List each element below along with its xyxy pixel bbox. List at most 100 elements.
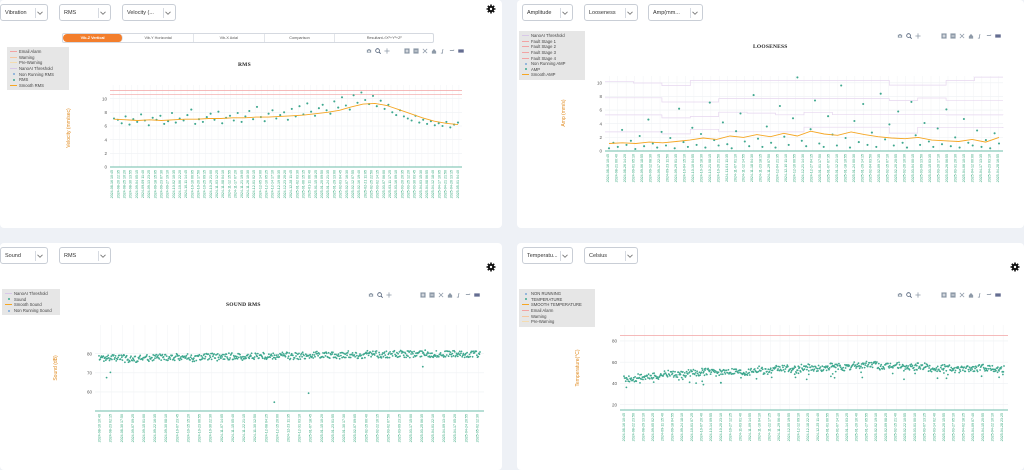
legend-item[interactable]: NanoAI Threshold xyxy=(522,33,582,39)
data-point xyxy=(884,138,887,141)
pan-icon[interactable] xyxy=(915,292,921,298)
data-point xyxy=(437,355,440,358)
hover-compare-icon[interactable] xyxy=(474,292,480,298)
home-icon[interactable] xyxy=(968,33,974,39)
legend-item[interactable]: Warning xyxy=(522,313,592,319)
legend-item[interactable]: Non Running RMS xyxy=(10,71,66,77)
spike-icon[interactable] xyxy=(456,292,462,298)
tab-resultant[interactable]: Resultant-√X²+Y²+Z² xyxy=(366,36,402,40)
zoom-out-icon[interactable] xyxy=(413,48,419,54)
legend-item[interactable]: Smooth Sound xyxy=(5,302,57,308)
hover-compare-icon[interactable] xyxy=(458,48,464,54)
hover-compare-icon[interactable] xyxy=(995,33,1001,39)
sensor-type-select[interactable]: Amplitude xyxy=(522,4,573,21)
metric-select[interactable]: Looseness xyxy=(584,4,638,21)
pan-icon[interactable] xyxy=(384,48,390,54)
data-point xyxy=(190,108,193,111)
zoom-icon[interactable] xyxy=(377,292,383,298)
legend-item[interactable]: Smooth RMS xyxy=(10,83,66,89)
legend-item[interactable]: Pre-Warning xyxy=(10,60,66,66)
autoscale-icon[interactable] xyxy=(438,292,444,298)
legend-item[interactable]: Fault Stage 1 xyxy=(522,39,582,45)
hover-closest-icon[interactable] xyxy=(986,292,992,298)
pan-icon[interactable] xyxy=(915,33,921,39)
legend-item[interactable]: Non Running Sound xyxy=(5,308,57,314)
legend-item[interactable]: Warning xyxy=(10,55,66,61)
data-point xyxy=(671,372,674,375)
camera-icon[interactable] xyxy=(897,292,903,298)
home-icon[interactable] xyxy=(968,292,974,298)
spike-icon[interactable] xyxy=(977,292,983,298)
y-tick-label: 80 xyxy=(87,351,93,356)
unit-select[interactable]: Velocity (... xyxy=(122,4,176,21)
legend-item[interactable]: Sound xyxy=(5,297,57,303)
legend-item[interactable]: RMS xyxy=(10,77,66,83)
tab-vib-y[interactable]: Vib-Y Horizontal xyxy=(123,34,194,42)
camera-icon[interactable] xyxy=(897,33,903,39)
legend-item[interactable]: Email Alarm xyxy=(522,308,592,314)
legend-item[interactable]: SMOOTH TEMPERATURE xyxy=(522,302,592,308)
camera-icon[interactable] xyxy=(368,292,374,298)
tab-vib-x[interactable]: Vib-X Axial xyxy=(194,34,265,42)
legend-item[interactable]: NanoAI Threshold xyxy=(5,291,57,297)
legend-item[interactable]: Fault Stage 3 xyxy=(522,50,582,56)
legend-item[interactable]: Pre-Warning xyxy=(522,319,592,325)
metric-select[interactable]: RMS xyxy=(59,4,111,21)
smooth-line xyxy=(113,102,459,126)
spike-icon[interactable] xyxy=(977,33,983,39)
y-axis-label: Velocity (mm/sec) xyxy=(66,108,72,148)
gear-icon[interactable] xyxy=(486,262,496,272)
legend-item[interactable]: Email Alarm xyxy=(10,49,66,55)
legend-item[interactable]: Smooth AMP xyxy=(522,72,582,78)
tab-vib-z[interactable]: Vib-Z Vertical xyxy=(63,34,124,42)
legend-item[interactable]: TEMPERATURE xyxy=(522,297,592,303)
camera-icon[interactable] xyxy=(366,48,372,54)
hover-closest-icon[interactable] xyxy=(986,33,992,39)
gear-icon[interactable] xyxy=(1010,262,1020,272)
zoom-in-icon[interactable] xyxy=(420,292,426,298)
legend-item[interactable]: Fault Stage 4 xyxy=(522,55,582,61)
zoom-out-icon[interactable] xyxy=(950,33,956,39)
metric-select[interactable]: RMS xyxy=(59,247,111,264)
data-point xyxy=(223,358,226,360)
sensor-type-select[interactable]: Vibration xyxy=(0,4,48,21)
zoom-in-icon[interactable] xyxy=(404,48,410,54)
legend-item[interactable]: Fault Stage 2 xyxy=(522,44,582,50)
x-tick-label: 2024-11-17 07:20 xyxy=(234,170,238,198)
pan-icon[interactable] xyxy=(386,292,392,298)
legend-item[interactable]: Non Running AMP xyxy=(522,61,582,67)
gear-icon[interactable] xyxy=(486,4,496,14)
unit-select[interactable]: Celsius xyxy=(584,247,638,264)
zoom-icon[interactable] xyxy=(906,292,912,298)
zoom-icon[interactable] xyxy=(906,33,912,39)
legend-item[interactable]: NanoAI Threshold xyxy=(10,66,66,72)
hover-closest-icon[interactable] xyxy=(449,48,455,54)
sensor-type-select[interactable]: Sound xyxy=(0,247,48,264)
autoscale-icon[interactable] xyxy=(959,292,965,298)
data-point xyxy=(782,366,784,369)
zoom-in-icon[interactable] xyxy=(941,292,947,298)
data-point xyxy=(131,359,134,362)
spike-icon[interactable] xyxy=(440,48,446,54)
legend-item[interactable]: NON RUNNING xyxy=(522,291,592,297)
home-icon[interactable] xyxy=(431,48,437,54)
sensor-type-select[interactable]: Temperatu... xyxy=(522,247,573,264)
x-tick-label: 2025-05-01 04:40 xyxy=(456,170,460,198)
hover-compare-icon[interactable] xyxy=(995,292,1001,298)
data-point xyxy=(865,362,867,365)
zoom-out-icon[interactable] xyxy=(429,292,435,298)
legend-dot-icon xyxy=(522,292,529,296)
home-icon[interactable] xyxy=(447,292,453,298)
tab-comparison[interactable]: Comparison xyxy=(265,34,336,42)
autoscale-icon[interactable] xyxy=(959,33,965,39)
zoom-out-icon[interactable] xyxy=(950,292,956,298)
zoom-in-icon[interactable] xyxy=(941,33,947,39)
data-point xyxy=(813,368,816,371)
legend-item[interactable]: AMP xyxy=(522,67,582,73)
autoscale-icon[interactable] xyxy=(422,48,428,54)
hover-closest-icon[interactable] xyxy=(465,292,471,298)
zoom-icon[interactable] xyxy=(375,48,381,54)
data-point xyxy=(905,364,908,367)
unit-select[interactable]: Amp(mm... xyxy=(648,4,703,21)
data-point xyxy=(904,368,907,370)
